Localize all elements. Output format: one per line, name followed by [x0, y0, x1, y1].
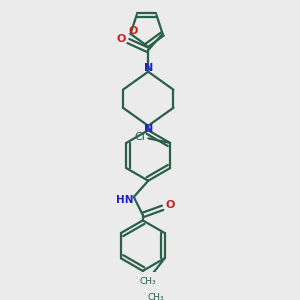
- Text: N: N: [144, 124, 153, 134]
- Text: O: O: [129, 26, 138, 36]
- Text: O: O: [165, 200, 175, 210]
- Text: CH₃: CH₃: [139, 277, 156, 286]
- Text: HN: HN: [116, 195, 134, 205]
- Text: CH₃: CH₃: [147, 293, 164, 300]
- Text: Cl: Cl: [134, 132, 145, 142]
- Text: O: O: [116, 34, 126, 44]
- Text: N: N: [144, 63, 153, 73]
